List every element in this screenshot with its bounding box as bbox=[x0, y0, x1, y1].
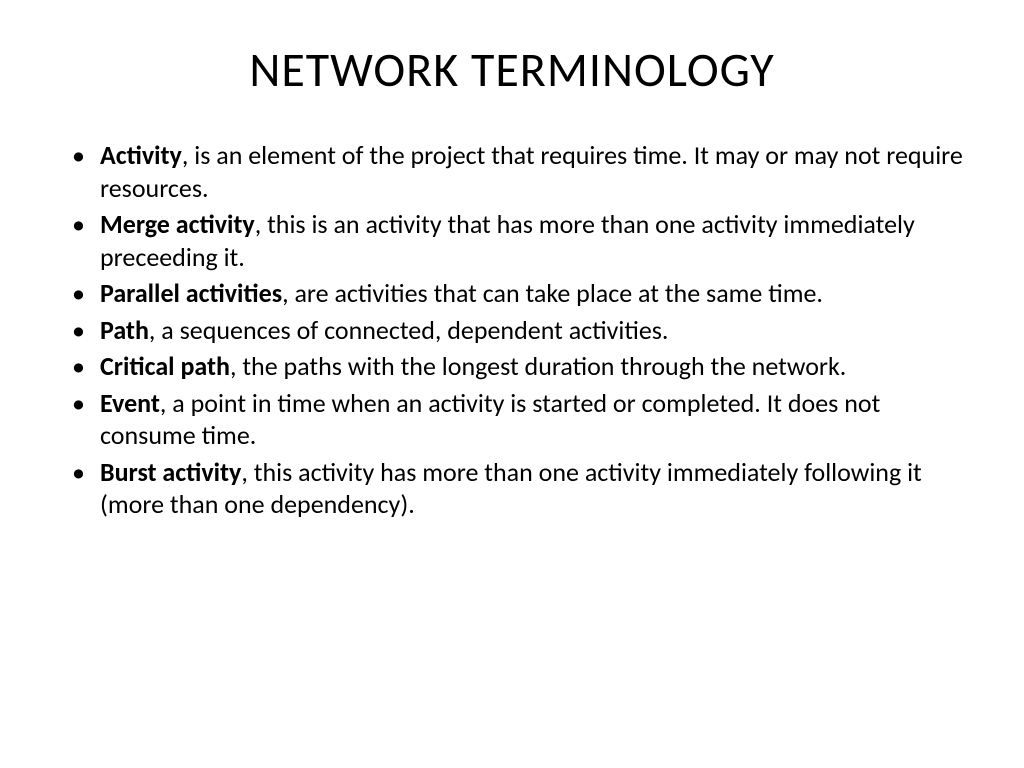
term-definition: , are activities that can take place at … bbox=[282, 277, 823, 309]
term-definition: , the paths with the longest duration th… bbox=[230, 350, 846, 382]
term-definition: , a point in time when an activity is st… bbox=[100, 387, 880, 452]
term-label: Parallel activities bbox=[100, 277, 282, 309]
list-item: Event, a point in time when an activity … bbox=[60, 387, 964, 452]
term-label: Burst activity bbox=[100, 456, 241, 488]
term-label: Critical path bbox=[100, 350, 230, 382]
list-item: Burst activity, this activity has more t… bbox=[60, 456, 964, 521]
term-definition: , a sequences of connected, dependent ac… bbox=[149, 314, 669, 346]
list-item: Activity, is an element of the project t… bbox=[60, 139, 964, 204]
slide-title: NETWORK TERMINOLOGY bbox=[60, 40, 964, 99]
terminology-list: Activity, is an element of the project t… bbox=[60, 139, 964, 521]
list-item: Path, a sequences of connected, dependen… bbox=[60, 314, 964, 347]
term-definition: , is an element of the project that requ… bbox=[100, 139, 963, 204]
term-label: Event bbox=[100, 387, 160, 419]
list-item: Merge activity, this is an activity that… bbox=[60, 208, 964, 273]
list-item: Parallel activities, are activities that… bbox=[60, 277, 964, 310]
term-label: Path bbox=[100, 314, 149, 346]
term-label: Activity bbox=[100, 139, 182, 171]
term-label: Merge activity bbox=[100, 208, 255, 240]
list-item: Critical path, the paths with the longes… bbox=[60, 350, 964, 383]
